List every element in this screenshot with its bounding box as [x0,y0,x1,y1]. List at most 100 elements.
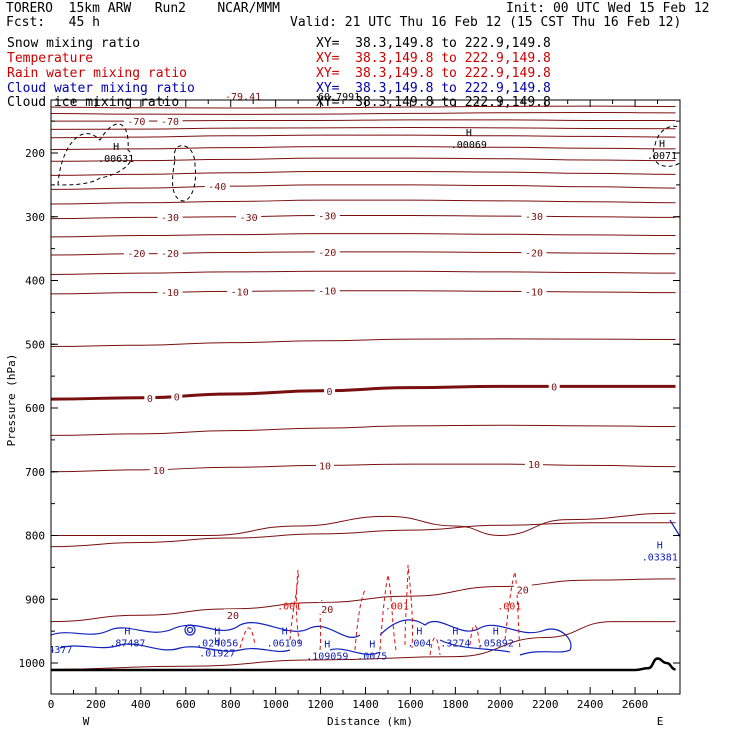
isotherm-label-bg [316,459,335,471]
isotherm-label: -30 [161,213,179,224]
isotherm-label: -30 [525,212,543,223]
maximum-marker: H [416,627,422,638]
isotherm-m10 [51,290,676,295]
isotherm-label-bg [157,285,183,297]
field-snow-xy: XY= 38.3,149.8 to 222.9,149.8 [316,36,551,51]
rain-label: .001 [497,602,521,613]
isotherm-label-bg [157,247,183,259]
maximum-marker: H [282,627,288,638]
maximum-marker: H [124,627,130,638]
field-temperature-name: Temperature [7,51,94,66]
isotherm-10 [51,463,676,473]
isotherm-label: -70 [161,117,179,128]
rain-label: .001 [277,602,301,613]
isotherm-minor [51,199,676,205]
cloud-water-contour [51,622,361,638]
isotherm-label: -30 [318,211,336,222]
isotherm-minor [51,270,676,275]
isotherm-m60 [51,134,676,139]
maximum-marker: H [113,142,119,153]
rain-contour [289,569,301,646]
field-temperature-xy: XY= 38.3,149.8 to 222.9,149.8 [316,51,551,66]
x-tick-label: 2600 [622,698,649,711]
maximum-marker: H [493,627,499,638]
rain-contour [319,599,323,651]
isotherm-label: 20 [227,611,239,622]
isotherm-label-bg [318,602,337,614]
isotherm-m30 [51,214,676,220]
x-tick-label: 0 [48,698,55,711]
field-ice-name: Cloud ice mixing ratio [7,95,180,110]
terrain-line [51,657,676,672]
isotherm-label-bg [157,210,183,222]
isotherm-label: -40 [208,182,226,193]
isotherm-label: 0 [551,382,557,393]
isotherm-label-bg [314,245,340,257]
rain-contour [354,589,366,651]
rain-contour [404,564,414,649]
maximum-marker: H [369,639,375,650]
maximum-value: .06109 [267,639,303,650]
y-tick-label: 800 [25,530,45,543]
ice-contour [172,145,197,202]
cloud-water-contour [186,626,194,634]
valid-time: Valid: 21 UTC Thu 16 Feb 12 (15 CST Thu … [290,15,682,30]
isotherm-label: -10 [318,287,336,298]
isotherm-label: -70 [127,117,145,128]
x-tick-label: 2400 [577,698,604,711]
isotherm-label-bg [314,209,340,221]
maximum-value: .109059 [306,651,348,662]
field-cloudwater-name: Cloud water mixing ratio [7,81,195,96]
isotherm-label-bg [548,380,560,392]
isotherm-20 [51,578,676,623]
x-tick-label: 2000 [487,698,514,711]
field-cloudwater-xy: XY= 38.3,149.8 to 222.9,149.8 [316,81,551,96]
x-tick-label: 2200 [532,698,559,711]
maximum-value: .0071 [647,151,677,162]
x-tick-label: 600 [176,698,196,711]
model-title: TORERO 15km ARW Run2 NCAR/MMM [6,1,280,16]
x-tick-label: 800 [221,698,241,711]
field-snow-name: Snow mixing ratio [7,36,141,51]
maximum-value: .00631 [98,154,134,165]
y-tick-label: 600 [25,402,45,415]
y-tick-label: 500 [25,338,45,351]
isotherm-label-bg [324,384,336,396]
isotherm-label: 0 [147,394,153,405]
isotherm-minor [51,621,676,670]
rain-contour [239,627,256,649]
isotherm-label-bg [236,210,262,222]
cloud-water-contour [379,619,572,656]
y-tick-label: 300 [25,211,45,224]
x-tick-label: 1800 [442,698,469,711]
cloud-water-contour [184,624,196,636]
isotherm-label-bg [521,210,547,222]
forecast-hour: Fcst: 45 h [6,15,100,30]
isotherm-label: 10 [153,466,165,477]
isotherm-m40 [51,184,676,190]
y-tick-label: 1000 [19,657,46,670]
isotherm-label: -20 [525,248,543,259]
isotherm-label: 60.7991 [318,92,360,103]
maximum-value: .03381 [642,553,678,564]
isotherm-label: 0 [327,387,333,398]
isotherm-minor [51,233,676,238]
isotherm-minor [51,112,676,115]
x-tick-label: 400 [131,698,151,711]
isotherm-label-bg [123,247,149,259]
isotherm-label-bg [223,609,242,621]
rain-contour [429,637,441,656]
y-tick-label: 400 [25,275,45,288]
isotherm-label: -10 [231,287,249,298]
x-tick-label: 1400 [352,698,379,711]
east-label: E [657,715,664,728]
isotherm-label-bg [204,180,230,192]
maximum-value: .87487 [109,639,145,650]
isotherm-label-bg [123,115,149,127]
ice-contour [652,125,680,167]
isotherm-minor [51,126,676,130]
field-rain-name: Rain water mixing ratio [7,66,188,81]
isotherm-label-bg [227,285,253,297]
isotherm-label-bg [521,285,547,297]
